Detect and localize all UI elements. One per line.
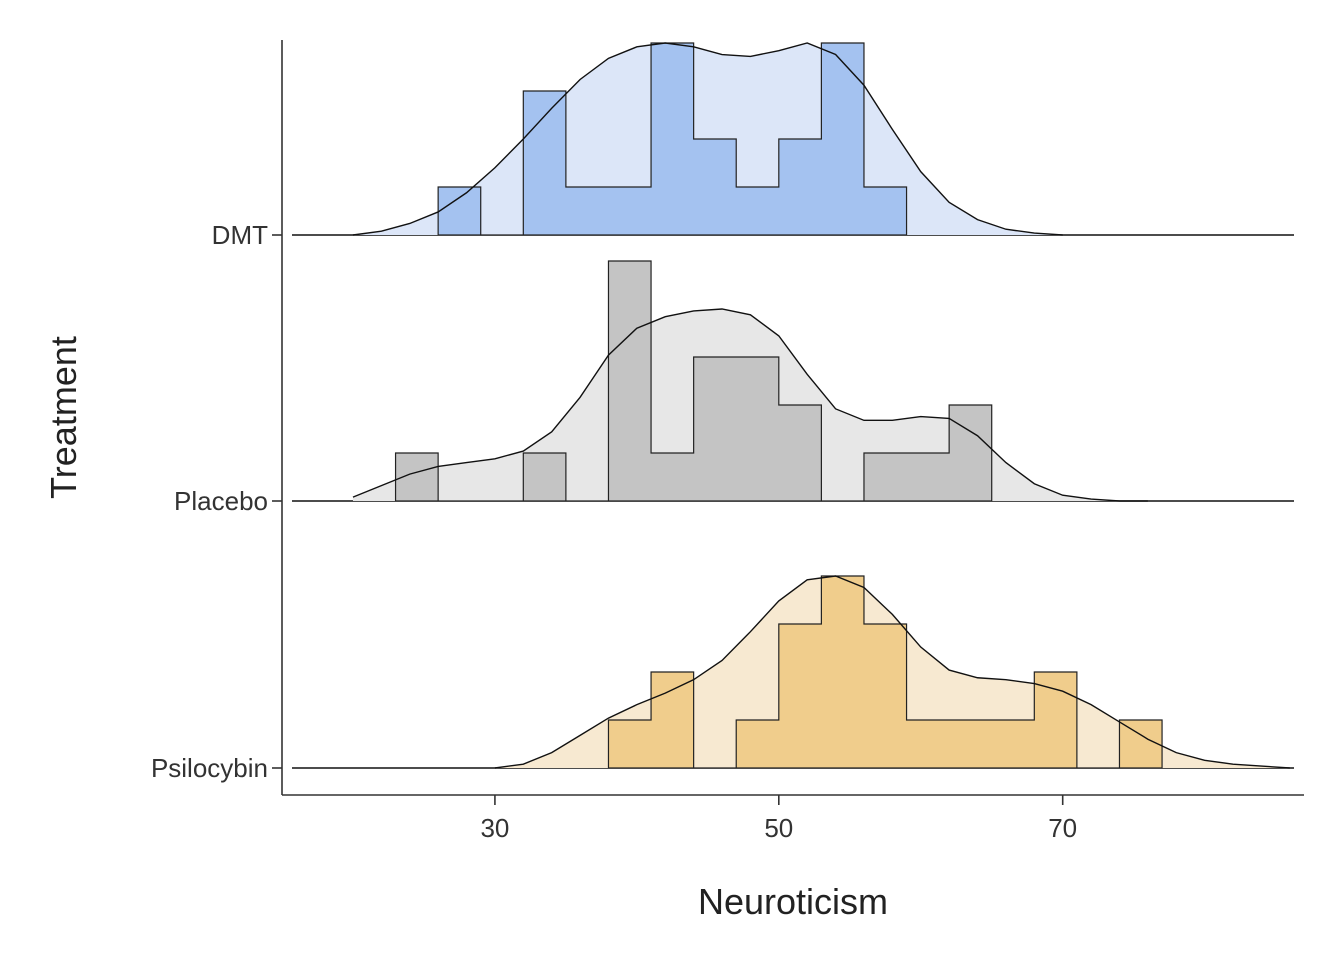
y-axis-title: Treatment [43, 336, 84, 499]
ridges-layer [292, 42, 1294, 769]
x-tick-label-50: 50 [764, 813, 793, 843]
ticks-layer: DMT Placebo Psilocybin 30 50 70 [151, 220, 1077, 843]
x-axis-title: Neuroticism [698, 881, 888, 922]
axes-layer [281, 40, 1304, 796]
ridge-dmt [292, 42, 1294, 236]
density-line-placebo [352, 308, 1148, 502]
histogram-placebo [394, 260, 993, 502]
density-line-dmt [352, 42, 1063, 236]
histogram-psilocybin [607, 575, 1163, 769]
y-tick-label-placebo: Placebo [174, 486, 268, 516]
y-tick-label-dmt: DMT [212, 220, 268, 250]
ridge-placebo [292, 260, 1294, 502]
density-line-psilocybin [494, 575, 1290, 769]
y-tick-label-psilocybin: Psilocybin [151, 753, 268, 783]
histogram-dmt [437, 42, 908, 236]
ridge-psilocybin [292, 575, 1294, 769]
x-tick-label-30: 30 [480, 813, 509, 843]
x-tick-label-70: 70 [1048, 813, 1077, 843]
